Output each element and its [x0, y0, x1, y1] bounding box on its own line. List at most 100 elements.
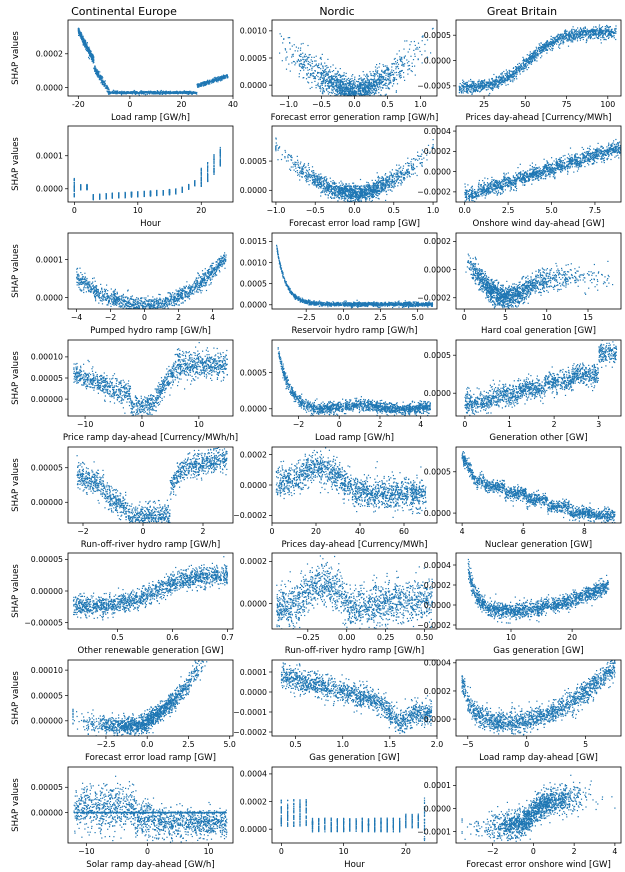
- data-point: [363, 89, 365, 91]
- data-point: [347, 90, 349, 92]
- data-point: [545, 42, 547, 44]
- data-point: [87, 49, 89, 51]
- data-point: [424, 43, 426, 46]
- data-point: [309, 64, 311, 66]
- data-point: [403, 48, 405, 50]
- data-point: [307, 69, 309, 71]
- data-point: [383, 76, 385, 78]
- data-point: [611, 31, 613, 33]
- data-point: [536, 57, 538, 59]
- data-point: [340, 85, 342, 87]
- data-point: [344, 88, 346, 90]
- data-point: [368, 81, 370, 83]
- data-point: [600, 32, 603, 34]
- data-point: [495, 84, 497, 86]
- data-point: [198, 86, 200, 88]
- data-point: [98, 77, 100, 79]
- data-point: [364, 84, 366, 86]
- data-point: [561, 37, 563, 39]
- data-point: [539, 49, 542, 51]
- data-point: [595, 29, 597, 31]
- data-point: [366, 78, 368, 80]
- data-point: [498, 84, 500, 86]
- data-point: [607, 33, 609, 35]
- data-point: [226, 75, 228, 77]
- data-point: [320, 68, 322, 70]
- data-point: [478, 88, 480, 90]
- data-point: [354, 85, 356, 87]
- data-point: [343, 101, 344, 102]
- data-point: [93, 56, 95, 58]
- data-point: [487, 84, 489, 87]
- data-point: [190, 90, 192, 92]
- data-point: [343, 75, 345, 77]
- data-point: [310, 74, 312, 76]
- data-point: [500, 76, 503, 78]
- data-point: [343, 88, 345, 91]
- data-point: [383, 65, 385, 67]
- data-point: [522, 66, 524, 68]
- data-point: [112, 92, 114, 94]
- data-point: [562, 40, 564, 42]
- data-point: [319, 57, 321, 59]
- x-tick-label: 75: [562, 100, 572, 109]
- data-point: [345, 80, 347, 82]
- data-point: [320, 75, 323, 77]
- data-point: [568, 34, 570, 36]
- data-point: [360, 93, 363, 95]
- data-point: [329, 85, 332, 87]
- data-point: [469, 84, 471, 86]
- data-point: [349, 88, 351, 90]
- data-point: [287, 37, 289, 39]
- data-point: [334, 81, 336, 83]
- data-point: [331, 77, 333, 79]
- data-point: [608, 29, 610, 31]
- data-point: [99, 195, 101, 197]
- data-point: [482, 80, 484, 82]
- data-point: [318, 72, 320, 74]
- data-point: [343, 80, 345, 82]
- data-point: [94, 69, 96, 71]
- data-point: [354, 92, 357, 94]
- data-point: [112, 89, 115, 91]
- y-tick-label: 0.0005: [240, 54, 267, 63]
- data-point: [500, 79, 502, 81]
- data-point: [221, 79, 223, 81]
- data-point: [322, 71, 325, 73]
- data-point: [421, 36, 423, 38]
- data-point: [573, 31, 575, 33]
- data-point: [391, 71, 393, 73]
- data-point: [337, 71, 339, 73]
- data-point: [417, 48, 419, 50]
- data-point: [370, 78, 373, 80]
- data-point: [314, 80, 316, 82]
- data-point: [96, 74, 98, 76]
- data-point: [226, 74, 228, 76]
- data-point: [140, 91, 142, 94]
- data-point: [85, 42, 87, 44]
- data-point: [361, 97, 362, 98]
- data-point: [365, 84, 367, 86]
- data-point: [542, 47, 545, 49]
- data-point: [500, 76, 502, 78]
- data-point: [575, 29, 578, 31]
- data-point: [367, 79, 369, 81]
- data-point: [466, 85, 468, 87]
- data-point: [87, 50, 89, 52]
- data-point: [518, 62, 520, 64]
- data-point: [473, 87, 475, 89]
- data-point: [400, 58, 402, 60]
- data-point: [486, 82, 488, 84]
- data-point: [519, 73, 521, 75]
- data-point: [523, 65, 525, 67]
- data-point: [540, 42, 542, 44]
- data-point: [131, 92, 133, 94]
- data-point: [491, 81, 493, 83]
- data-point: [343, 93, 345, 95]
- data-point: [300, 55, 302, 58]
- data-point: [520, 69, 522, 71]
- data-point: [321, 84, 323, 86]
- data-point: [344, 99, 345, 100]
- data-point: [308, 56, 310, 58]
- data-point: [134, 92, 136, 94]
